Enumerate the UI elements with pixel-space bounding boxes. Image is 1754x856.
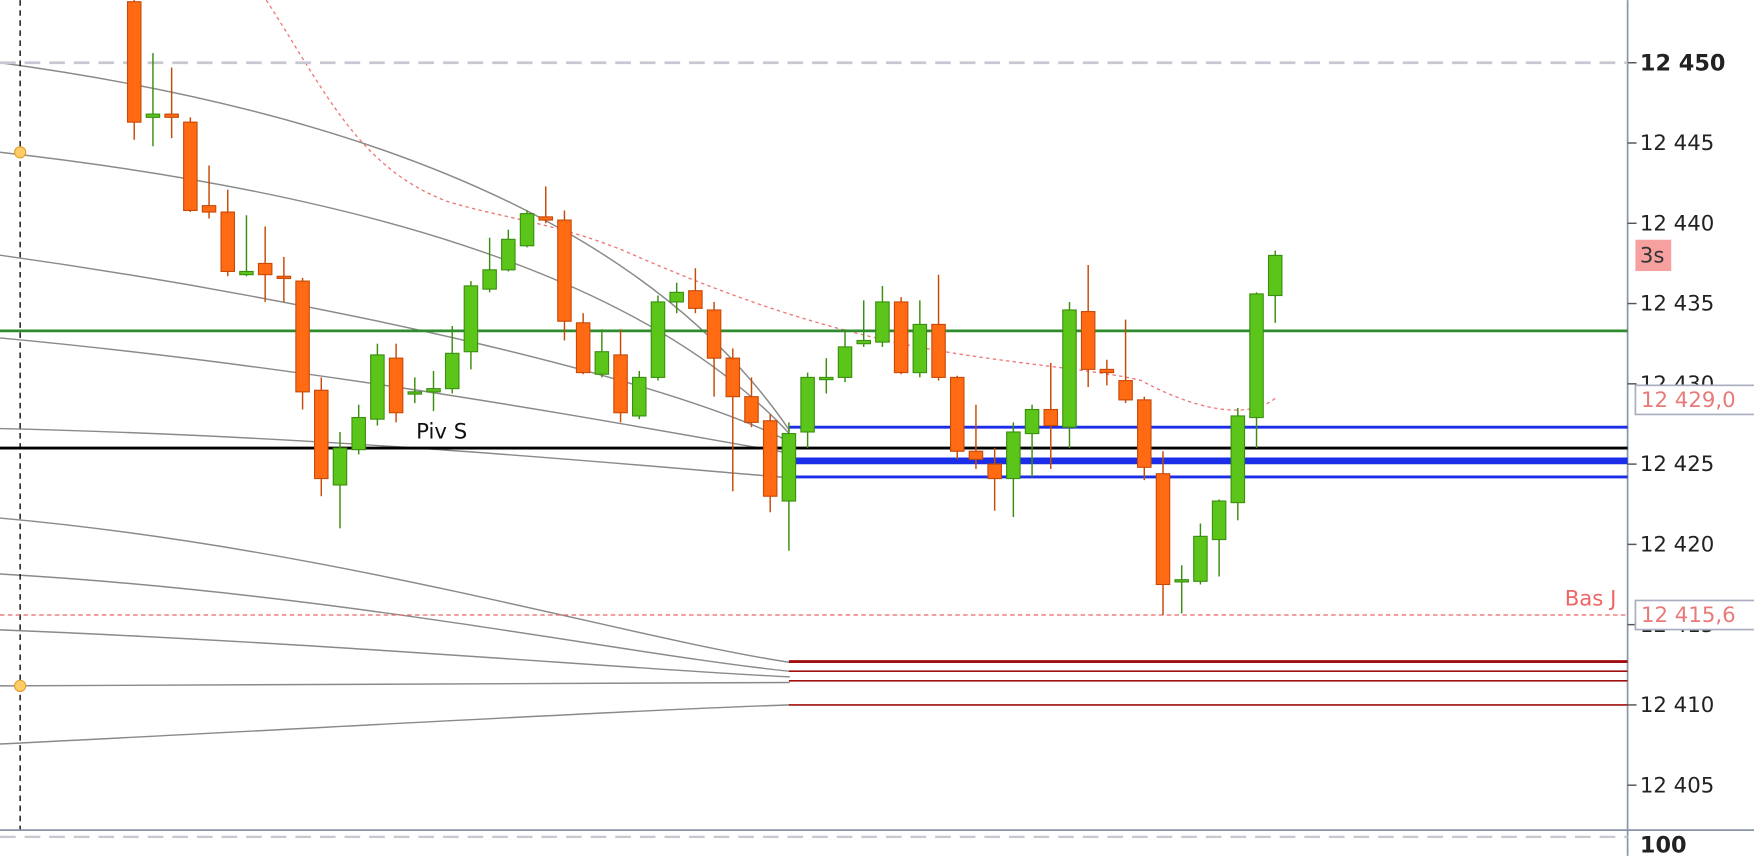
candle-body	[837, 346, 853, 378]
candle-body	[725, 357, 741, 398]
candle-body	[463, 285, 479, 353]
candle-body	[239, 270, 254, 276]
y-tick-label: 12 440	[1640, 211, 1714, 236]
candle-body	[164, 113, 179, 118]
candle-body	[1267, 254, 1283, 297]
level-label: Piv S	[416, 419, 467, 444]
candle-body	[257, 262, 273, 276]
y-tick-label: 12 435	[1640, 292, 1714, 317]
candle-body	[856, 339, 871, 345]
price-tag-box	[1634, 384, 1754, 416]
candle-body	[613, 354, 628, 414]
candle-body	[631, 376, 647, 417]
candle-body	[744, 396, 759, 423]
candle-body	[1174, 579, 1189, 583]
candle-body	[781, 433, 797, 502]
moving-average	[265, 0, 1276, 411]
curve	[0, 681, 790, 687]
candle-body	[949, 376, 965, 452]
candle-body	[557, 219, 572, 322]
candle-body	[893, 301, 909, 374]
candle-body	[1062, 309, 1077, 428]
candle-body	[706, 309, 722, 359]
candle-body	[388, 357, 404, 414]
y-tick-label: 12 450	[1640, 50, 1726, 76]
price-tag-box	[1634, 599, 1754, 631]
candle-body	[1118, 380, 1133, 401]
candle-body	[875, 301, 890, 343]
y-tick-label: 12 420	[1640, 532, 1714, 557]
y-tick-label: 12 405	[1640, 773, 1714, 798]
candle-body	[426, 388, 441, 393]
candle-body	[276, 275, 292, 280]
candle-body	[931, 323, 946, 378]
candle-body	[145, 113, 161, 118]
candle-body	[501, 238, 516, 271]
candle-body	[912, 323, 928, 374]
candle-body	[1249, 293, 1264, 419]
y-tick-label: 12 445	[1640, 131, 1714, 156]
timer-box	[1635, 239, 1672, 272]
candle-body	[1006, 431, 1021, 480]
candle-body	[762, 420, 778, 497]
candle-body	[126, 1, 142, 123]
candle-body	[444, 352, 460, 390]
level-label: Bas J	[1565, 586, 1617, 611]
candle-body	[295, 280, 310, 393]
candle-body	[519, 213, 535, 247]
curve	[0, 629, 790, 678]
candle-body	[800, 376, 815, 433]
marker-dot	[13, 146, 27, 159]
candle-body	[650, 301, 666, 378]
candle-body	[370, 354, 385, 420]
candle-body	[1024, 408, 1040, 435]
candle-body	[1137, 399, 1152, 468]
candle-body	[407, 391, 423, 395]
candle-body	[688, 290, 703, 309]
candle-body	[201, 205, 217, 213]
candle-body	[819, 376, 834, 381]
curve	[0, 704, 790, 745]
candle-body	[538, 216, 554, 221]
y-tick-label: 12 410	[1640, 693, 1714, 718]
curve	[0, 573, 790, 673]
candle-body	[968, 450, 984, 460]
candle-body	[1080, 311, 1096, 370]
candle-body	[1230, 415, 1246, 504]
curve	[0, 427, 790, 479]
candle-body	[351, 416, 366, 451]
candle-body	[1193, 535, 1208, 582]
marker-dot	[13, 679, 27, 692]
price-tag-label: 12 429,0	[1641, 388, 1736, 413]
candle-body	[220, 211, 236, 273]
candle-body	[314, 389, 329, 480]
price-tag-label: 12 415,6	[1641, 603, 1736, 628]
curve	[0, 517, 790, 664]
lower-pane-tick-label: 100	[1640, 832, 1687, 856]
candle-body	[1155, 473, 1171, 586]
candle-body	[1043, 408, 1059, 427]
candle-body	[482, 269, 497, 290]
candle-body	[575, 322, 591, 374]
y-tick-label: 12 425	[1640, 452, 1714, 477]
candle-body	[332, 447, 348, 486]
candle-body	[183, 121, 198, 212]
candle-body	[669, 291, 684, 303]
candle-body	[1099, 368, 1115, 374]
timer-label: 3s	[1640, 244, 1665, 269]
candle-body	[1211, 500, 1227, 541]
candle-body	[987, 463, 1002, 480]
candle-body	[594, 351, 610, 375]
curve	[0, 337, 790, 454]
